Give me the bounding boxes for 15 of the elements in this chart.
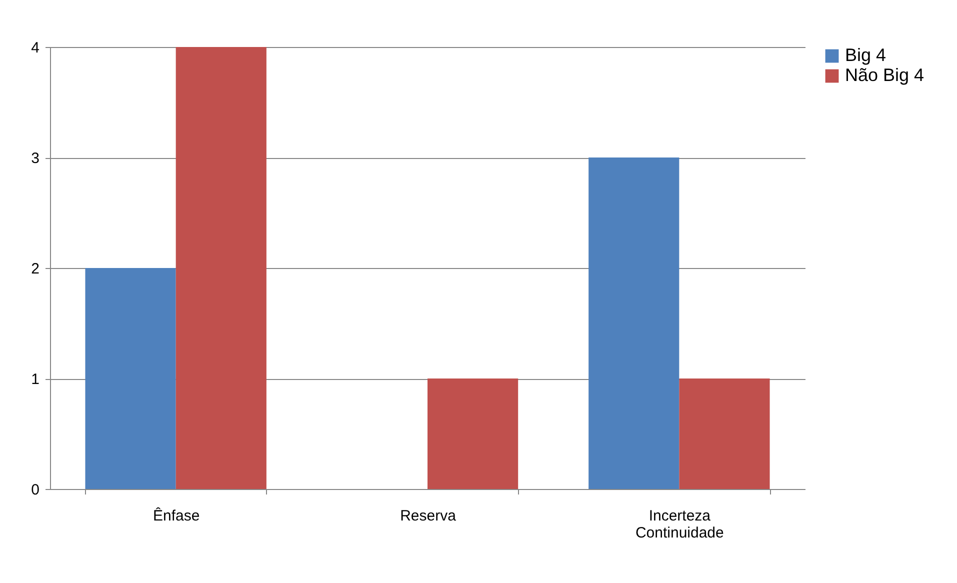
y-tick-label: 0 <box>31 482 40 498</box>
x-tick-label: Incerteza Continuidade <box>635 508 724 542</box>
y-tick-label: 2 <box>31 260 40 278</box>
legend-label: Big 4 <box>845 45 886 65</box>
bar <box>176 47 266 489</box>
bar <box>85 268 176 489</box>
legend-label: Não Big 4 <box>845 65 924 85</box>
bar <box>679 378 770 489</box>
x-tick-label: Reserva <box>400 508 457 524</box>
y-tick-label: 4 <box>31 40 40 56</box>
y-tick-label: 1 <box>31 371 40 388</box>
x-tick-label: Ênfase <box>152 506 200 524</box>
bar <box>588 158 680 489</box>
bar <box>428 378 518 489</box>
y-tick-label: 3 <box>31 150 40 167</box>
